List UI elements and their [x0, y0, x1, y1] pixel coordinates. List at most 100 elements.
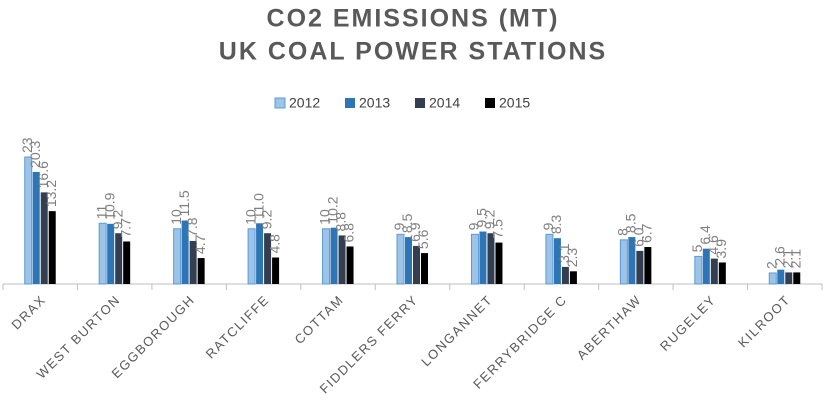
value-label: 7.7	[117, 218, 133, 238]
value-label: 10	[242, 209, 258, 225]
bar	[710, 258, 718, 284]
legend-swatch	[345, 98, 355, 108]
bar	[247, 228, 256, 285]
chart-title: CO2 EMISSIONS (MT)	[267, 5, 560, 33]
bar	[768, 272, 777, 285]
bar	[718, 262, 726, 284]
bar	[256, 223, 264, 284]
bar	[777, 269, 785, 284]
bar	[123, 241, 131, 284]
bar	[405, 237, 412, 284]
value-label: 10.9	[101, 192, 117, 219]
bar	[197, 258, 205, 284]
value-label: 13.2	[43, 180, 59, 207]
bar	[694, 255, 703, 285]
value-label: 2.6	[771, 246, 787, 266]
bar	[264, 233, 272, 284]
value-label: 9	[540, 222, 556, 230]
value-label: 10	[317, 209, 333, 225]
bar	[644, 247, 652, 284]
x-tick-label: EGGBOROUGH	[109, 292, 198, 381]
bar	[107, 223, 115, 284]
x-tick-label: LONGANNET	[418, 292, 495, 369]
legend-label: 2014	[429, 95, 460, 111]
value-label: 8.5	[623, 213, 639, 233]
x-tick-label: ABERTHAW	[574, 292, 645, 363]
value-label: 20.3	[27, 140, 43, 167]
legend-swatch	[415, 98, 425, 108]
bar	[479, 231, 487, 284]
value-label: 8	[615, 228, 631, 236]
bar	[98, 222, 107, 285]
bar	[470, 233, 479, 285]
value-label: 8.8	[333, 212, 349, 232]
value-label: 11	[93, 205, 109, 220]
x-tick-label: COTTAM	[291, 292, 346, 347]
value-label: 6.8	[341, 223, 357, 243]
bar	[40, 192, 48, 284]
value-label: 9.2	[258, 210, 274, 230]
bar	[495, 242, 503, 284]
value-label: 23	[19, 137, 35, 153]
value-label: 8.3	[548, 215, 564, 235]
chart-subtitle: UK COAL POWER STATIONS	[219, 38, 607, 66]
bar	[421, 253, 428, 284]
bar	[173, 228, 182, 285]
bar	[413, 245, 420, 284]
bar	[189, 240, 197, 284]
bar	[636, 250, 644, 284]
value-label: 2	[763, 261, 779, 269]
value-label: 7.5	[490, 219, 506, 239]
bar	[553, 238, 561, 284]
bar	[330, 227, 338, 284]
legend-swatch	[485, 98, 495, 108]
value-label: 8.5	[399, 213, 415, 233]
bar	[628, 237, 636, 284]
bar	[785, 272, 793, 284]
value-label: 16.6	[35, 161, 51, 188]
legend-label: 2012	[289, 95, 320, 111]
bar	[569, 271, 577, 284]
bar	[32, 171, 40, 284]
value-label: 9.5	[474, 208, 490, 228]
value-label: 3.9	[713, 239, 729, 259]
value-label: 9	[466, 222, 482, 230]
bar	[24, 156, 33, 285]
value-label: 5.6	[415, 229, 431, 249]
value-label: 9.2	[109, 210, 125, 230]
bar	[793, 272, 801, 284]
value-label: 10	[168, 209, 184, 225]
value-label: 2.1	[787, 249, 803, 269]
bar	[487, 233, 495, 284]
value-label: 3.1	[556, 243, 572, 263]
value-label: 10.2	[325, 196, 341, 223]
x-tick-label: RUGELEY	[657, 292, 719, 354]
bar	[545, 233, 554, 285]
value-label: 4.8	[266, 234, 282, 254]
value-label: 11.5	[176, 190, 192, 216]
x-tick-label: DRAX	[8, 292, 48, 332]
x-tick-label: KILROOT	[735, 292, 793, 350]
legend-swatch	[274, 97, 286, 109]
value-label: 9.2	[482, 210, 498, 230]
bar	[346, 246, 354, 284]
value-label: 6.7	[639, 223, 655, 243]
bar	[272, 257, 280, 284]
value-label: 4.6	[705, 235, 721, 255]
value-label: 11.0	[250, 193, 266, 219]
value-label: 4.7	[192, 234, 208, 254]
bar	[48, 211, 56, 284]
bar	[619, 239, 628, 285]
legend-label: 2015	[499, 95, 530, 111]
bar	[115, 233, 123, 284]
bar	[322, 228, 331, 285]
legend-label: 2013	[359, 95, 390, 111]
value-label: 7.8	[184, 217, 200, 237]
value-label: 6.0	[631, 227, 647, 247]
value-label: 6.9	[407, 222, 423, 242]
value-label: 5	[689, 244, 705, 252]
bar	[181, 220, 189, 284]
value-label: 6.4	[697, 225, 713, 245]
value-label: 9	[391, 222, 407, 230]
